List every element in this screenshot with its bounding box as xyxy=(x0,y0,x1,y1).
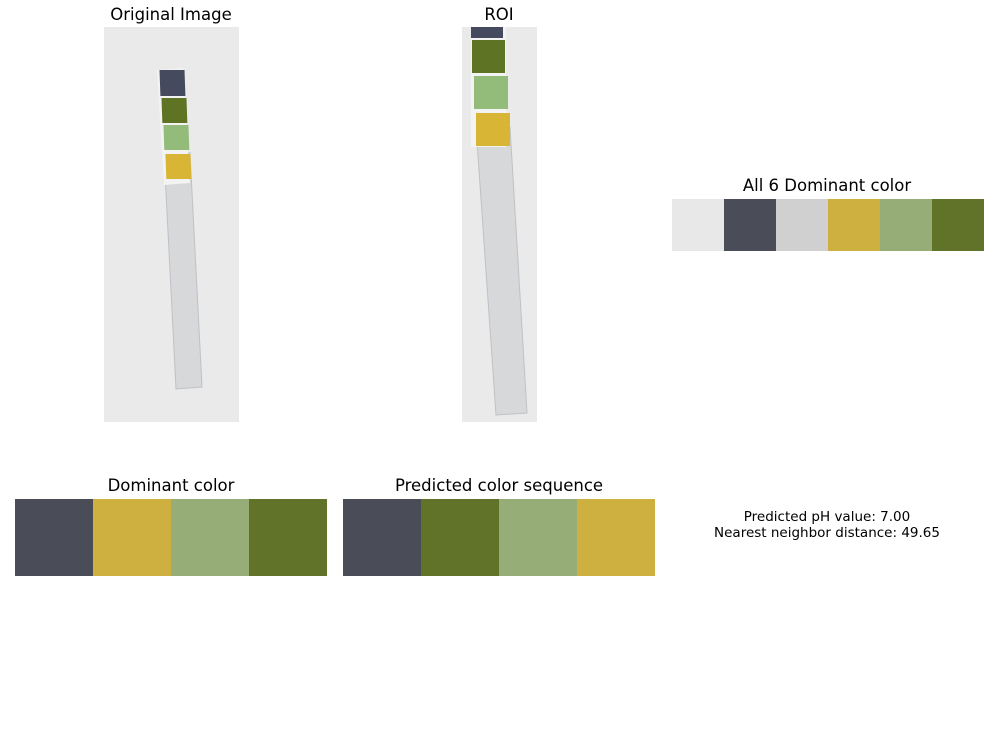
strip-pad-2 xyxy=(161,98,188,123)
dominant-color-title: Dominant color xyxy=(107,476,235,495)
strip-body xyxy=(163,152,203,390)
nearest-distance-text: Nearest neighbor distance: 49.65 xyxy=(714,525,940,541)
all-colors-swatch-4 xyxy=(828,199,880,251)
all-colors-swatch-5 xyxy=(880,199,932,251)
prediction-result: Predicted pH value: 7.00 Nearest neighbo… xyxy=(714,509,940,541)
roi-pad-3 xyxy=(474,76,508,109)
dominant-color-swatch-4 xyxy=(249,499,327,576)
roi-title: ROI xyxy=(484,5,514,24)
all-colors-swatches xyxy=(672,199,984,251)
predicted-sequence-swatch-3 xyxy=(499,499,577,576)
dominant-color-swatch-1 xyxy=(15,499,93,576)
roi-strip-photo xyxy=(471,27,528,416)
original-image xyxy=(104,27,239,422)
predicted-sequence-swatches xyxy=(343,499,655,576)
test-strip-photo xyxy=(157,68,203,390)
predicted-sequence-swatch-4 xyxy=(577,499,655,576)
roi-pad-4 xyxy=(476,113,510,146)
predicted-sequence-swatch-2 xyxy=(421,499,499,576)
roi-strip-body xyxy=(475,126,528,416)
strip-pad-3 xyxy=(163,125,190,150)
roi-pad-2 xyxy=(472,40,505,73)
predicted-ph-text: Predicted pH value: 7.00 xyxy=(743,509,911,525)
strip-pad-1 xyxy=(159,70,186,96)
all-colors-swatch-1 xyxy=(672,199,724,251)
strip-pad-4 xyxy=(165,154,192,179)
dominant-color-swatches xyxy=(15,499,327,576)
dominant-color-swatch-2 xyxy=(93,499,171,576)
all-colors-title: All 6 Dominant color xyxy=(742,176,912,195)
predicted-sequence-swatch-1 xyxy=(343,499,421,576)
predicted-sequence-title: Predicted color sequence xyxy=(394,476,604,495)
all-colors-swatch-2 xyxy=(724,199,776,251)
dominant-color-swatch-3 xyxy=(171,499,249,576)
roi-image xyxy=(462,27,537,422)
all-colors-swatch-3 xyxy=(776,199,828,251)
original-image-title: Original Image xyxy=(110,5,232,24)
all-colors-swatch-6 xyxy=(932,199,984,251)
roi-pad-1 xyxy=(471,27,503,38)
